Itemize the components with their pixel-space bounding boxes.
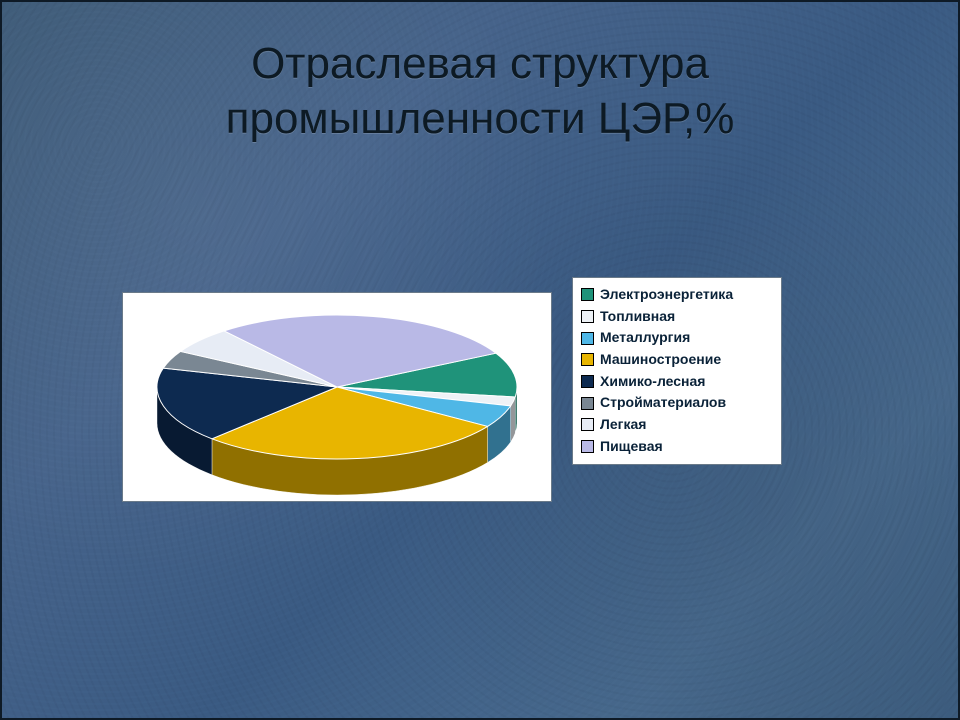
legend-label: Стройматериалов <box>600 392 726 414</box>
legend-label: Машиностроение <box>600 349 721 371</box>
legend-label: Химико-лесная <box>600 371 705 393</box>
legend-label: Топливная <box>600 306 675 328</box>
legend-swatch <box>581 397 594 410</box>
legend-item: Металлургия <box>581 327 773 349</box>
legend: ЭлектроэнергетикаТопливнаяМеталлургияМаш… <box>572 277 782 465</box>
legend-swatch <box>581 440 594 453</box>
legend-item: Легкая <box>581 414 773 436</box>
slide: Отраслевая структура промышленности ЦЭР,… <box>0 0 960 720</box>
legend-item: Пищевая <box>581 436 773 458</box>
legend-item: Машиностроение <box>581 349 773 371</box>
legend-label: Металлургия <box>600 327 690 349</box>
legend-swatch <box>581 332 594 345</box>
legend-item: Топливная <box>581 306 773 328</box>
legend-label: Легкая <box>600 414 646 436</box>
legend-label: Пищевая <box>600 436 663 458</box>
legend-swatch <box>581 288 594 301</box>
legend-swatch <box>581 375 594 388</box>
legend-item: Электроэнергетика <box>581 284 773 306</box>
title-line-1: Отраслевая структура <box>251 39 709 88</box>
legend-swatch <box>581 310 594 323</box>
legend-swatch <box>581 418 594 431</box>
page-title: Отраслевая структура промышленности ЦЭР,… <box>2 36 958 146</box>
title-line-2: промышленности ЦЭР,% <box>226 94 735 143</box>
pie-chart <box>122 292 552 502</box>
legend-swatch <box>581 353 594 366</box>
legend-label: Электроэнергетика <box>600 284 733 306</box>
pie-chart-svg <box>123 293 551 501</box>
legend-item: Химико-лесная <box>581 371 773 393</box>
legend-item: Стройматериалов <box>581 392 773 414</box>
